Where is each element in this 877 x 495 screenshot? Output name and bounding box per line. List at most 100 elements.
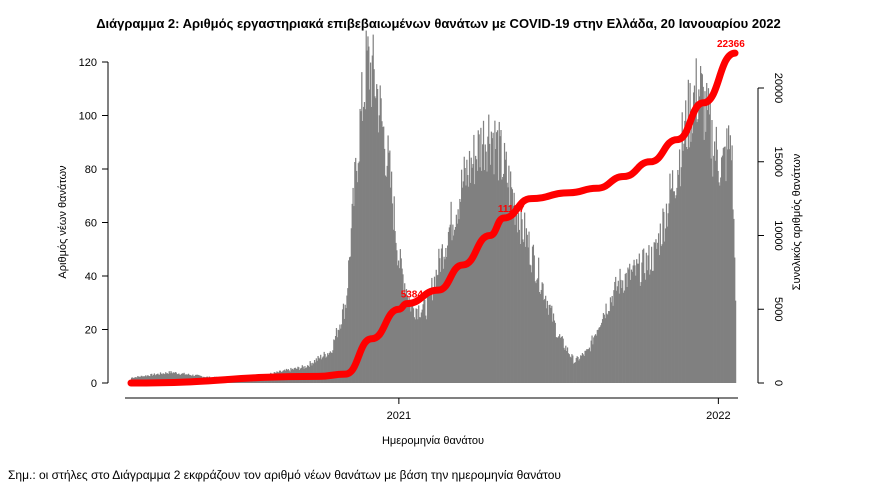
- daily-deaths-bar: [597, 329, 599, 383]
- cumulative-annotation-label: 5384: [401, 290, 424, 301]
- daily-deaths-bar: [728, 125, 730, 384]
- right-y-axis-label: Συνολικός αριθμός θανάτων: [791, 153, 803, 290]
- bars-layer: [131, 30, 737, 384]
- daily-deaths-bar: [146, 375, 148, 383]
- daily-deaths-bar: [642, 249, 644, 383]
- daily-deaths-bar: [625, 272, 627, 383]
- daily-deaths-bar: [433, 289, 435, 383]
- axes-layer: 0 20 40 60 80 100 120 0 5000 10000 15000 20000 2021 2…: [57, 57, 803, 447]
- x-tick-label: 2022: [706, 410, 730, 422]
- daily-deaths-bar: [482, 144, 484, 383]
- daily-deaths-bar: [345, 308, 347, 383]
- daily-deaths-bar: [173, 373, 176, 383]
- daily-deaths-bar: [327, 353, 329, 383]
- daily-deaths-bar: [373, 69, 375, 384]
- daily-deaths-bar: [583, 356, 585, 383]
- daily-deaths-bar: [404, 283, 406, 383]
- daily-deaths-bar: [350, 228, 352, 383]
- daily-deaths-bar: [499, 136, 501, 383]
- daily-deaths-bar: [649, 274, 651, 383]
- daily-deaths-bar: [418, 317, 421, 383]
- daily-deaths-bar: [654, 242, 656, 383]
- daily-deaths-bar: [580, 355, 583, 383]
- daily-deaths-bar: [324, 354, 326, 383]
- daily-deaths-bar: [511, 189, 514, 383]
- daily-deaths-bar: [660, 246, 662, 383]
- right-y-tick-label: 10000: [772, 220, 784, 251]
- daily-deaths-bar: [553, 320, 556, 383]
- daily-deaths-bar: [706, 110, 709, 383]
- daily-deaths-bar: [592, 344, 594, 383]
- daily-deaths-bar: [531, 246, 534, 383]
- daily-deaths-bar: [177, 374, 179, 383]
- daily-deaths-bar: [407, 301, 409, 383]
- daily-deaths-bar: [346, 295, 348, 383]
- daily-deaths-bar: [318, 357, 320, 383]
- daily-deaths-bar: [447, 245, 449, 383]
- daily-deaths-bar: [166, 373, 168, 383]
- daily-deaths-bar: [175, 372, 177, 383]
- right-y-tick-label: 5000: [772, 297, 784, 321]
- daily-deaths-bar: [587, 349, 589, 383]
- daily-deaths-bar: [417, 319, 419, 383]
- daily-deaths-bar: [735, 300, 737, 383]
- daily-deaths-bar: [440, 271, 442, 383]
- daily-deaths-bar: [460, 201, 462, 383]
- daily-deaths-bar: [611, 295, 613, 383]
- daily-deaths-bar: [680, 167, 682, 383]
- daily-deaths-bar: [655, 239, 657, 383]
- daily-deaths-bar: [537, 278, 539, 383]
- daily-deaths-bar: [500, 130, 502, 383]
- daily-deaths-bar: [167, 373, 169, 383]
- daily-deaths-bar: [614, 281, 616, 383]
- daily-deaths-bar: [728, 149, 731, 383]
- daily-deaths-bar: [714, 160, 717, 383]
- daily-deaths-bar: [399, 249, 401, 383]
- daily-deaths-bar: [659, 223, 661, 383]
- daily-deaths-bar: [334, 336, 337, 383]
- daily-deaths-bar: [454, 229, 456, 383]
- daily-deaths-bar: [666, 226, 668, 383]
- daily-deaths-bar: [685, 146, 688, 383]
- daily-deaths-bar: [503, 173, 505, 383]
- daily-deaths-bar: [670, 189, 672, 383]
- daily-deaths-bar: [576, 356, 578, 383]
- daily-deaths-bar: [470, 157, 472, 383]
- daily-deaths-bar: [647, 255, 649, 383]
- daily-deaths-bar: [527, 247, 529, 383]
- daily-deaths-bar: [544, 298, 546, 383]
- daily-deaths-bar: [401, 268, 403, 383]
- daily-deaths-bar: [416, 309, 418, 383]
- daily-deaths-bar: [376, 89, 379, 383]
- daily-deaths-bar: [582, 354, 584, 383]
- daily-deaths-bar: [453, 235, 455, 383]
- daily-deaths-bar: [365, 30, 367, 383]
- daily-deaths-bar: [633, 259, 635, 383]
- daily-deaths-bar: [413, 317, 415, 383]
- daily-deaths-bar: [623, 290, 626, 383]
- daily-deaths-bar: [494, 120, 496, 384]
- daily-deaths-bar: [403, 292, 405, 383]
- daily-deaths-bar: [505, 151, 507, 383]
- daily-deaths-bar: [367, 36, 369, 383]
- daily-deaths-bar: [703, 139, 705, 383]
- daily-deaths-bar: [397, 265, 399, 383]
- daily-deaths-bar: [687, 79, 689, 384]
- daily-deaths-bar: [690, 141, 692, 383]
- daily-deaths-bar: [513, 192, 515, 383]
- daily-deaths-bar: [663, 211, 665, 383]
- daily-deaths-bar: [617, 280, 619, 383]
- daily-deaths-bar: [624, 273, 626, 383]
- daily-deaths-bar: [542, 283, 544, 383]
- daily-deaths-bar: [504, 159, 507, 383]
- right-y-tick-label: 15000: [772, 146, 784, 177]
- daily-deaths-bar: [317, 355, 319, 383]
- daily-deaths-bar: [713, 155, 715, 383]
- daily-deaths-bar: [343, 318, 345, 383]
- daily-deaths-bar: [162, 373, 164, 383]
- daily-deaths-bar: [709, 99, 711, 383]
- daily-deaths-bar: [573, 362, 576, 383]
- daily-deaths-bar: [653, 242, 655, 383]
- left-y-axis-label: Αριθμός νέων θανάτων: [57, 165, 69, 279]
